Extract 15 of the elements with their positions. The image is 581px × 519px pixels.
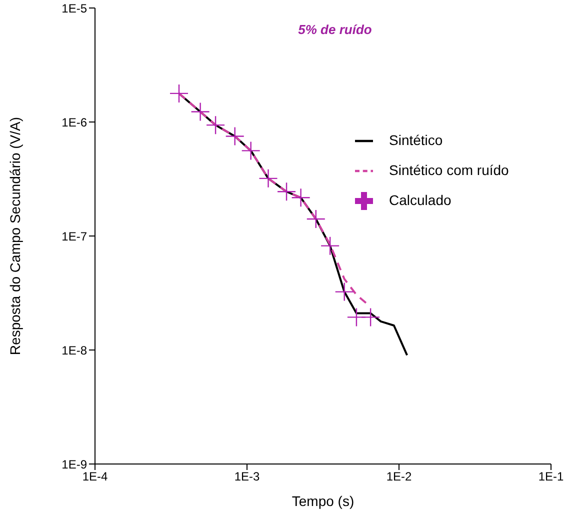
legend-label: Calculado bbox=[389, 192, 452, 208]
legend-label: Sintético bbox=[389, 132, 443, 148]
x-axis-title: Tempo (s) bbox=[292, 493, 354, 509]
y-tick-label: 1E-5 bbox=[62, 1, 88, 16]
x-tick-label: 1E-3 bbox=[234, 470, 260, 484]
x-tick-label: 1E-1 bbox=[538, 470, 564, 484]
text: 5% de ruído bbox=[297, 22, 373, 37]
y-tick-label: 1E-7 bbox=[62, 229, 88, 244]
x-tick-label: 1E-4 bbox=[82, 470, 108, 484]
y-tick-label: 1E-8 bbox=[62, 343, 88, 358]
y-tick-label: 1E-9 bbox=[62, 457, 88, 472]
x-tick-label: 1E-2 bbox=[386, 470, 412, 484]
y-axis-title: Resposta do Campo Secundário (V/A) bbox=[6, 116, 23, 356]
y-tick-label: 1E-6 bbox=[62, 115, 88, 130]
legend-label: Sintético com ruído bbox=[389, 162, 509, 178]
